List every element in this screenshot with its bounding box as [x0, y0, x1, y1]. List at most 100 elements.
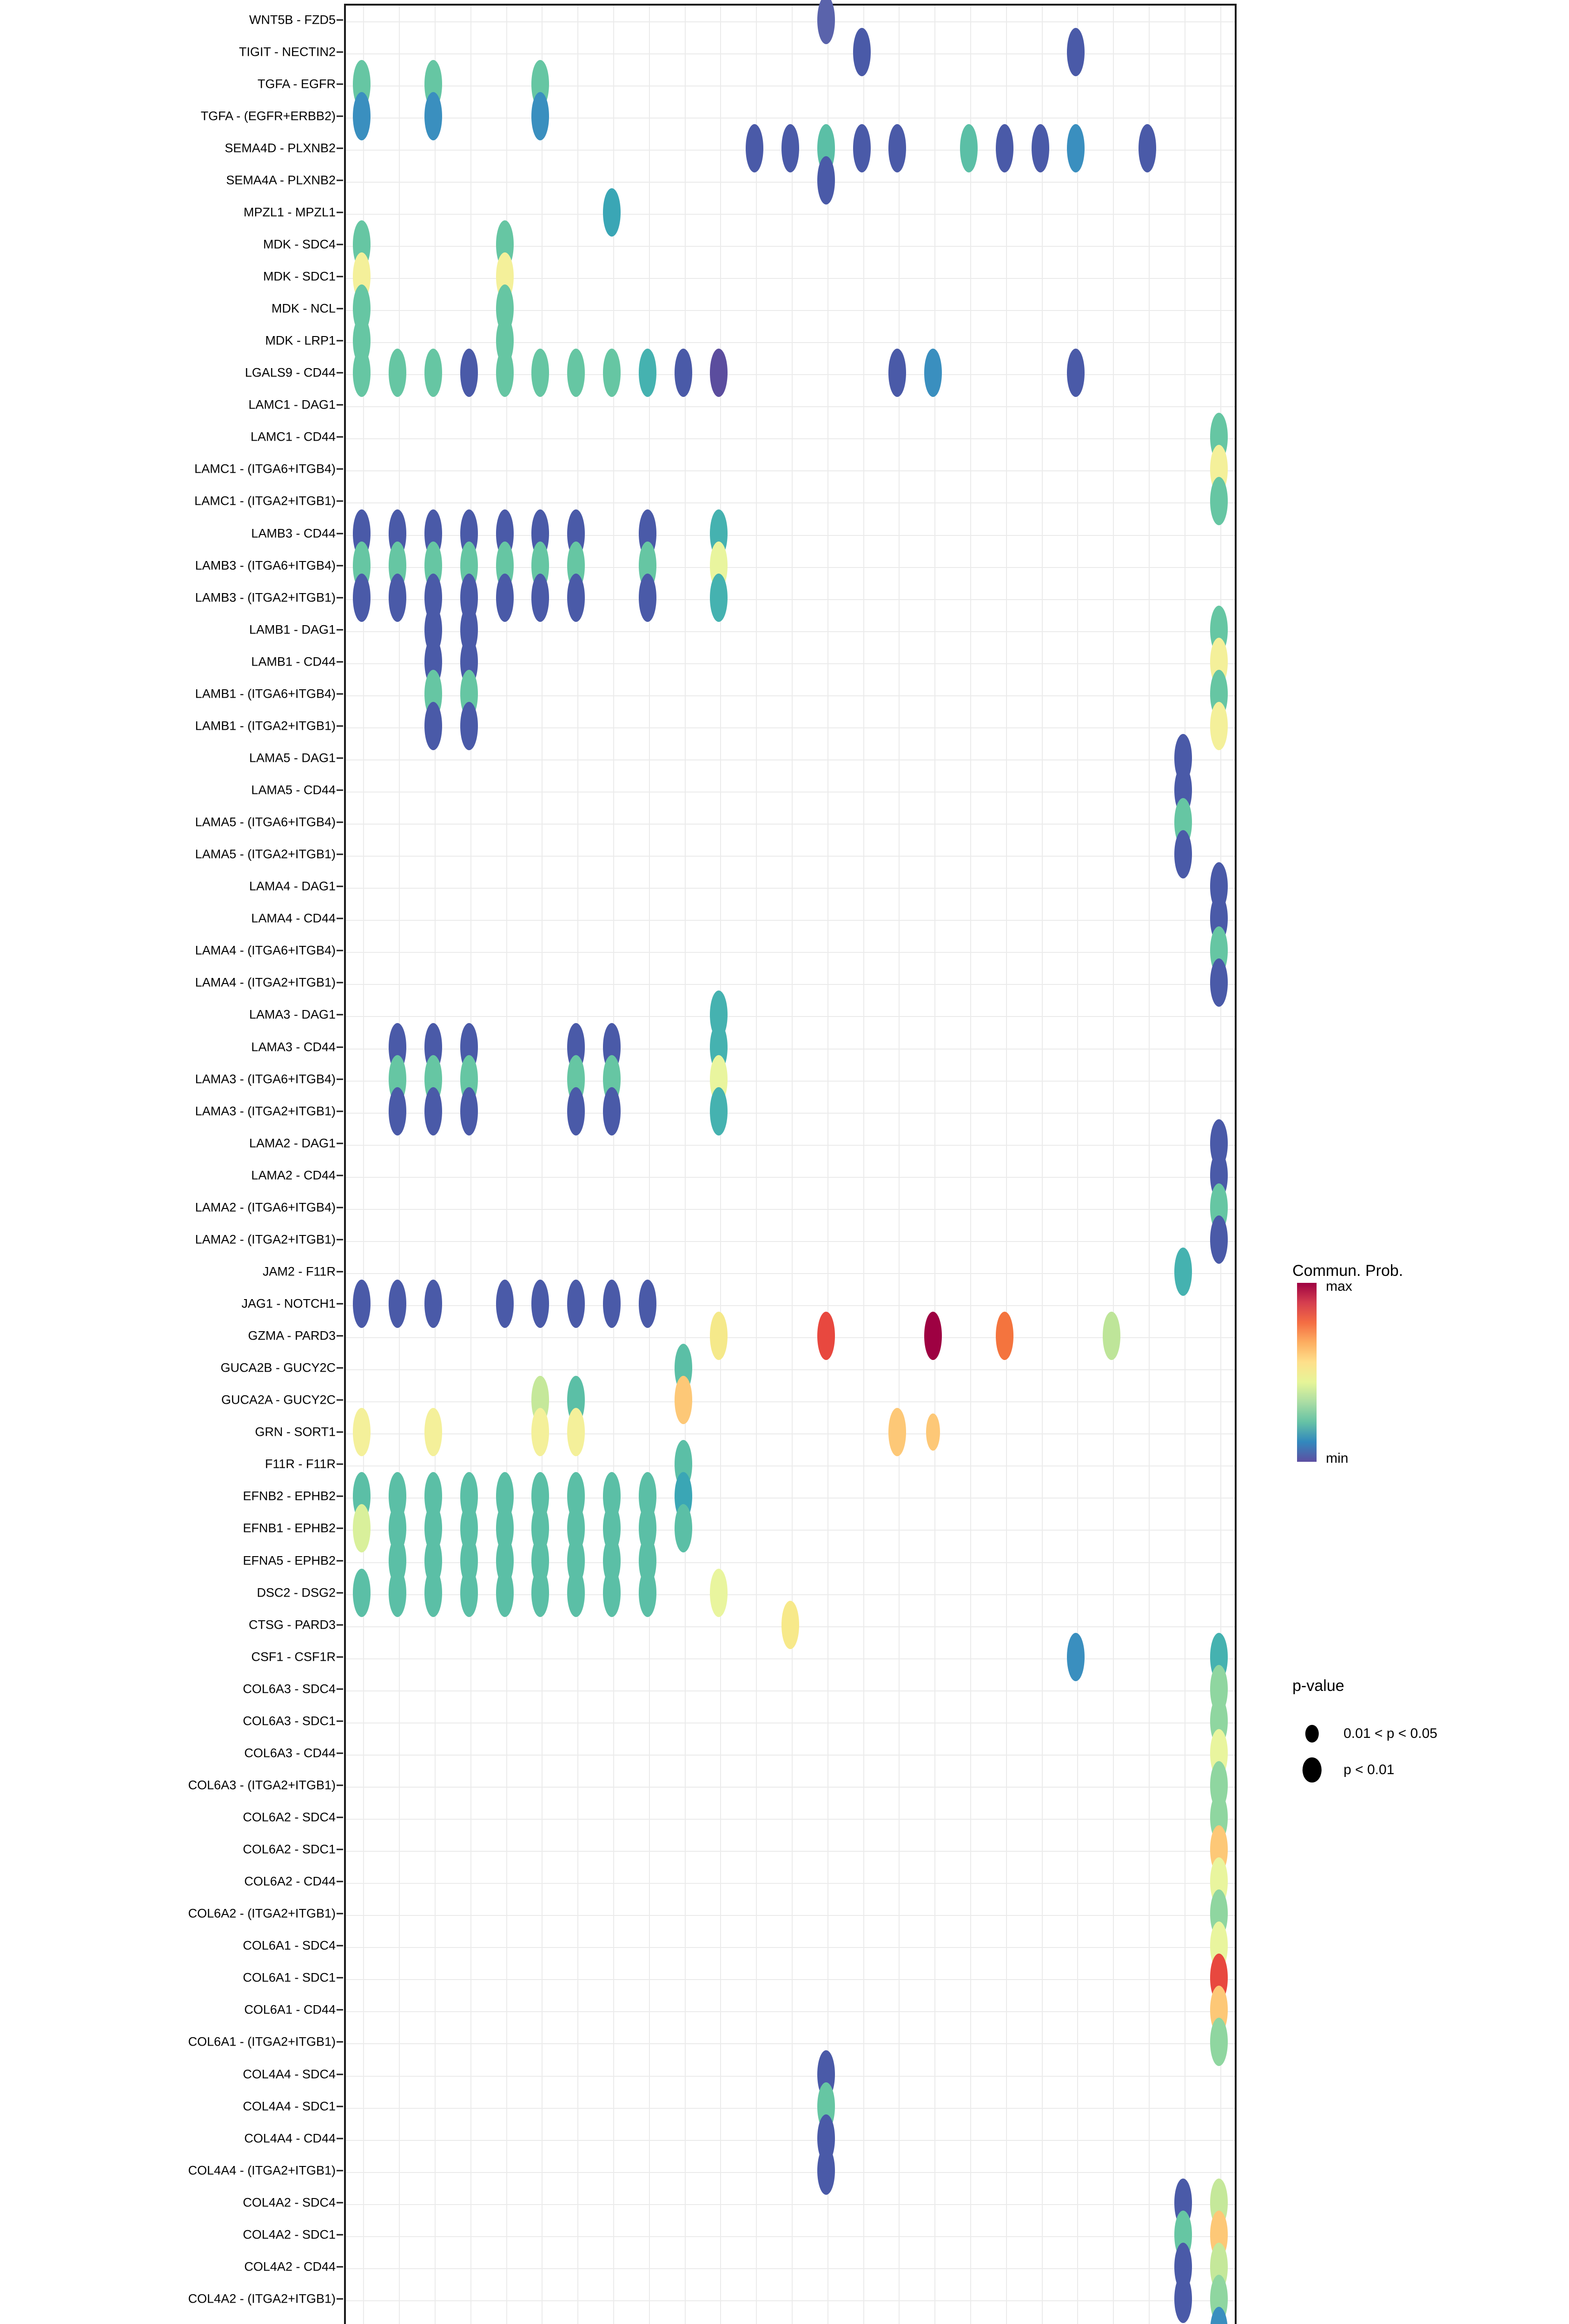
data-point-dot	[853, 124, 871, 172]
y-axis-tick-mark	[337, 1977, 343, 1979]
grid-line-vertical	[435, 6, 436, 2324]
data-point-dot	[960, 124, 978, 172]
grid-line-horizontal	[346, 824, 1235, 825]
grid-line-horizontal	[346, 1401, 1235, 1403]
y-axis-tick-mark	[337, 1463, 343, 1465]
grid-line-horizontal	[346, 2043, 1235, 2045]
data-point-dot	[995, 124, 1013, 172]
grid-line-horizontal	[346, 2204, 1235, 2205]
y-axis-tick-label: SEMA4D - PLXNB2	[225, 141, 336, 155]
colorbar-title: Commun. Prob.	[1292, 1262, 1403, 1280]
data-point-dot	[638, 573, 656, 622]
data-point-dot	[353, 1280, 371, 1328]
y-axis-tick-mark	[337, 2170, 343, 2172]
data-point-dot	[781, 124, 799, 172]
y-axis-tick-label: COL6A3 - SDC1	[243, 1714, 336, 1728]
y-axis-tick-mark	[337, 853, 343, 855]
y-axis-tick-mark	[337, 1207, 343, 1208]
y-axis-tick-mark	[337, 1014, 343, 1016]
data-point-dot	[1031, 124, 1049, 172]
y-axis-tick-label: GRN - SORT1	[255, 1425, 336, 1439]
grid-line-vertical	[684, 6, 686, 2324]
data-point-dot	[460, 349, 478, 397]
data-point-dot	[389, 1568, 407, 1617]
pvalue-legend-title: p-value	[1292, 1677, 1344, 1695]
data-point-dot	[531, 349, 549, 397]
data-point-dot	[674, 1376, 692, 1425]
y-axis-tick-mark	[337, 1656, 343, 1658]
grid-line-horizontal	[346, 1947, 1235, 1948]
y-axis-tick-label: COL6A3 - SDC4	[243, 1682, 336, 1696]
data-point-dot	[817, 0, 835, 44]
y-axis-tick-label: LAMA3 - CD44	[251, 1040, 336, 1054]
grid-line-horizontal	[346, 631, 1235, 632]
y-axis-tick-mark	[337, 661, 343, 663]
grid-line-vertical	[934, 6, 936, 2324]
data-point-dot	[531, 1280, 549, 1328]
y-axis-tick-label: COL6A1 - (ITGA2+ITGB1)	[188, 2034, 336, 2049]
grid-line-vertical	[649, 6, 650, 2324]
data-point-dot	[710, 1312, 728, 1360]
data-point-dot	[1210, 1215, 1228, 1264]
y-axis-tick-label: COL4A2 - SDC4	[243, 2195, 336, 2210]
y-axis-tick-mark	[337, 1945, 343, 1947]
grid-line-horizontal	[346, 2172, 1235, 2173]
data-point-dot	[531, 1408, 549, 1457]
grid-line-horizontal	[346, 1819, 1235, 1820]
y-axis-tick-label: MDK - SDC1	[263, 269, 336, 284]
y-axis-tick-mark	[337, 404, 343, 406]
data-point-dot	[710, 573, 728, 622]
data-point-dot	[1103, 1312, 1121, 1360]
grid-line-vertical	[899, 6, 900, 2324]
y-axis-tick-mark	[337, 1688, 343, 1690]
y-axis-tick-label: LAMA4 - (ITGA2+ITGB1)	[195, 975, 336, 990]
y-axis-tick-label: COL4A4 - SDC1	[243, 2099, 336, 2113]
y-axis-tick-mark	[337, 821, 343, 823]
y-axis-tick-label: COL6A3 - CD44	[244, 1746, 336, 1760]
y-axis-tick-mark	[337, 885, 343, 887]
data-point-dot	[817, 156, 835, 205]
y-axis-tick-label: LAMA5 - (ITGA6+ITGB4)	[195, 815, 336, 829]
data-point-dot	[389, 573, 407, 622]
data-point-dot	[531, 573, 549, 622]
y-axis-tick-label: LAMA3 - DAG1	[249, 1007, 336, 1022]
grid-line-horizontal	[346, 2107, 1235, 2109]
grid-line-horizontal	[346, 567, 1235, 568]
data-point-dot	[995, 1312, 1013, 1360]
data-point-dot	[924, 349, 942, 397]
data-point-dot	[353, 1568, 371, 1617]
grid-line-horizontal	[346, 1144, 1235, 1146]
data-point-dot	[1210, 2018, 1228, 2067]
y-axis-tick-mark	[337, 2202, 343, 2204]
y-axis-tick-label: LAMB1 - (ITGA2+ITGB1)	[195, 719, 336, 733]
grid-line-vertical	[1113, 6, 1114, 2324]
data-point-dot	[567, 1280, 585, 1328]
data-point-dot	[424, 1087, 442, 1136]
data-point-dot	[567, 1087, 585, 1136]
grid-line-horizontal	[346, 342, 1235, 343]
grid-line-horizontal	[346, 1273, 1235, 1274]
y-axis-tick-label: GZMA - PARD3	[248, 1328, 336, 1343]
grid-line-horizontal	[346, 1433, 1235, 1435]
grid-line-horizontal	[346, 406, 1235, 408]
y-axis-tick-label: COL6A1 - SDC4	[243, 1938, 336, 1953]
y-axis-tick-mark	[337, 1913, 343, 1915]
grid-line-horizontal	[346, 888, 1235, 889]
grid-line-horizontal	[346, 1048, 1235, 1050]
y-axis-tick-label: CSF1 - CSF1R	[251, 1650, 336, 1664]
y-axis-tick-label: LAMB1 - DAG1	[249, 622, 336, 637]
y-axis-tick-label: LAMA2 - (ITGA2+ITGB1)	[195, 1232, 336, 1247]
y-axis-tick-mark	[337, 1560, 343, 1562]
data-point-dot	[1067, 349, 1085, 397]
y-axis-tick-mark	[337, 1816, 343, 1818]
y-axis-tick-label: COL4A2 - SDC1	[243, 2227, 336, 2242]
y-axis-tick-mark	[337, 725, 343, 727]
y-axis-tick-label: LAMA5 - (ITGA2+ITGB1)	[195, 847, 336, 861]
grid-line-vertical	[970, 6, 971, 2324]
y-axis-tick-mark	[337, 83, 343, 85]
y-axis-tick-mark	[337, 147, 343, 149]
y-axis-tick-label: EFNB1 - EPHB2	[243, 1521, 336, 1535]
data-point-dot	[1067, 1632, 1085, 1681]
y-axis-tick-label: EFNB2 - EPHB2	[243, 1489, 336, 1503]
grid-line-horizontal	[346, 2300, 1235, 2301]
